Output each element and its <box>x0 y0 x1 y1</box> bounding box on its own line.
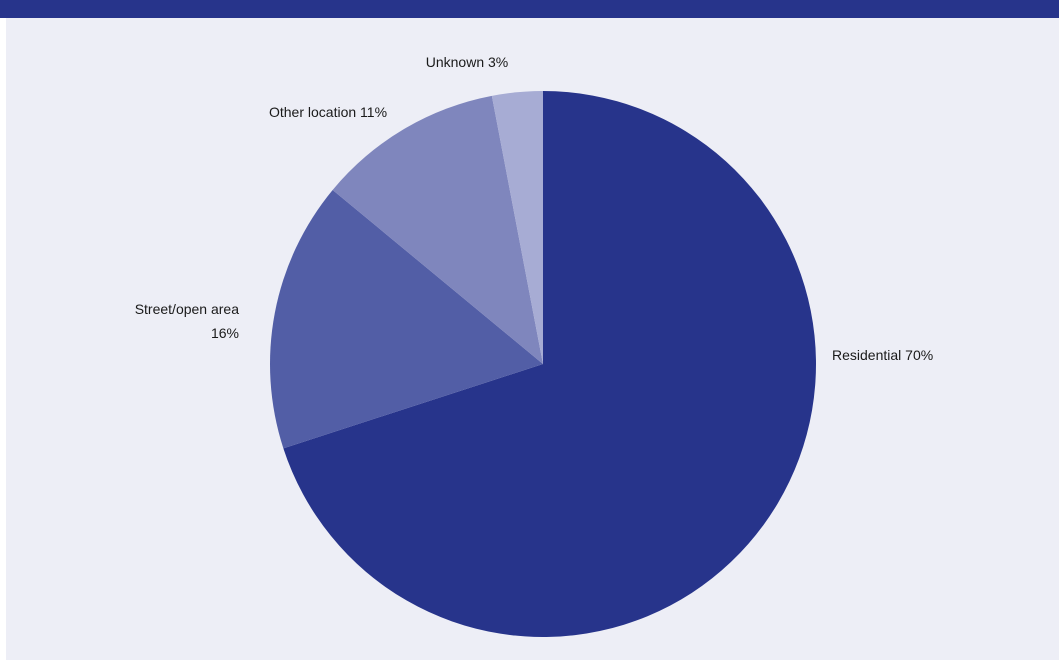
header-bar <box>0 0 1059 18</box>
label-street-open-area-line1: Street/open area <box>135 301 240 317</box>
pie-slice-unknown <box>491 91 543 364</box>
pie-slice-street-open-area <box>269 189 543 449</box>
label-residential: Residential 70% <box>832 347 933 363</box>
label-unknown: Unknown 3% <box>426 54 509 70</box>
pie-slice-other-location <box>332 95 543 364</box>
label-other-location: Other location 11% <box>269 104 387 120</box>
pie-slice-residential <box>283 91 816 637</box>
label-street-open-area-line2: 16% <box>211 325 239 341</box>
pie-labels: Residential 70% Street/open area 16% Oth… <box>135 54 933 363</box>
pie-slices <box>269 91 816 637</box>
